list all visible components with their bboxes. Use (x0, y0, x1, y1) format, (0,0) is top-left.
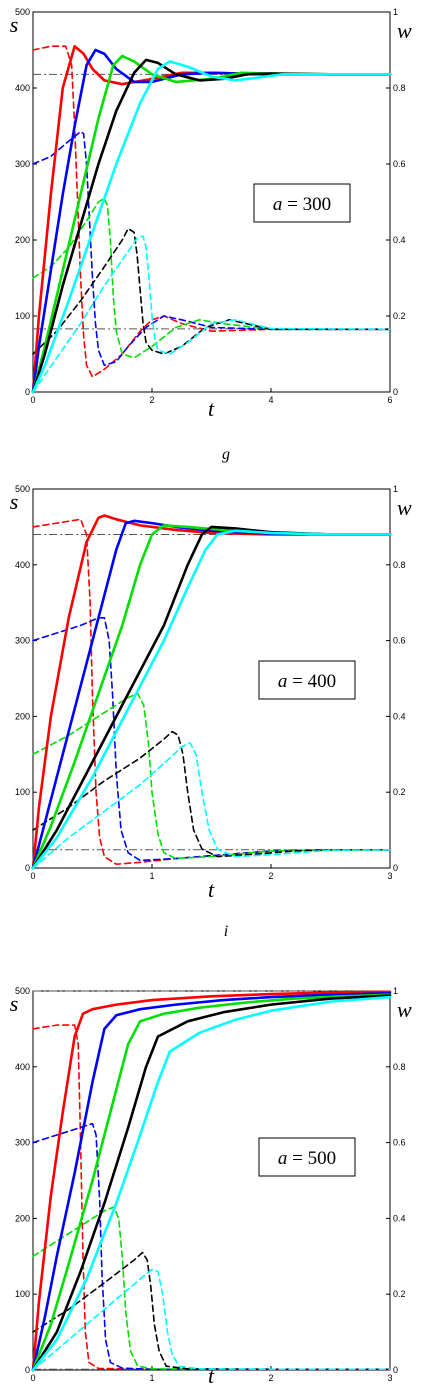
y-right-tick-label: 0.2 (393, 311, 406, 321)
series-black-solid (31, 58, 392, 394)
x-tick-label: 0 (30, 1373, 35, 1383)
series-black-dashed (32, 730, 391, 858)
y-left-tick-label: 100 (15, 311, 30, 321)
y-right-axis-label: w (397, 997, 412, 1022)
y-left-axis-label: s (10, 991, 19, 1016)
series-cyan-dashed (32, 1268, 391, 1371)
y-left-tick-label: 100 (15, 1289, 30, 1299)
y-left-tick-label: 300 (15, 636, 30, 646)
series-red-dashed (32, 45, 391, 378)
series-black-dashed (32, 227, 391, 355)
chart-panel: 0 100 200 300 400 500 0 0.2 0.4 0.6 0.8 1 0 1 2 3 s w t a =… (10, 484, 412, 940)
x-axis-label: t (208, 396, 215, 421)
x-tick-label: 2 (268, 1373, 273, 1383)
y-left-tick-label: 300 (15, 159, 30, 169)
y-left-tick-label: 500 (15, 484, 30, 494)
y-right-tick-label: 0.4 (393, 1213, 406, 1223)
plot-frame (32, 488, 391, 869)
x-tick-label: 3 (387, 871, 392, 881)
series-black-dashed (32, 1251, 391, 1371)
annotation-var: a (273, 194, 283, 215)
y-right-tick-label: 0.8 (393, 1062, 406, 1072)
series-green-solid (31, 993, 392, 1372)
y-right-tick-label: 1 (393, 986, 398, 996)
x-tick-label: 2 (268, 871, 273, 881)
series-green-solid (31, 54, 392, 394)
series-cyan-solid (31, 60, 392, 394)
x-tick-label: 6 (387, 395, 392, 405)
y-right-tick-label: 0 (393, 387, 398, 397)
y-right-tick-label: 0.2 (393, 787, 406, 797)
y-left-tick-label: 200 (15, 711, 30, 721)
y-right-tick-label: 0 (393, 863, 398, 873)
y-left-tick-label: 0 (25, 1365, 30, 1375)
series-cyan-solid (31, 995, 392, 1372)
series-black-solid (31, 994, 392, 1372)
y-right-axis-label: w (397, 495, 412, 520)
y-right-tick-label: 0.6 (393, 636, 406, 646)
x-tick-label: 2 (149, 395, 154, 405)
y-left-tick-label: 400 (15, 560, 30, 570)
y-right-axis-label: w (397, 18, 412, 43)
plot-frame (32, 990, 391, 1371)
y-left-tick-label: 500 (15, 986, 30, 996)
y-right-tick-label: 1 (393, 7, 398, 17)
series-blue-dashed (32, 617, 391, 862)
annotation-value: = 500 (287, 1148, 336, 1169)
chart-panel: 0 100 200 300 400 500 0 0.2 0.4 0.6 0.8 1 0 2 4 6 s w t a =… (10, 7, 412, 463)
x-tick-label: 0 (30, 871, 35, 881)
annotation-value: = 300 (282, 194, 331, 215)
y-left-axis-label: s (10, 12, 19, 37)
x-tick-label: 0 (30, 395, 35, 405)
x-axis-label: t (208, 877, 215, 902)
series-blue-solid (31, 991, 392, 1372)
annotation-var: a (278, 1148, 288, 1169)
series-cyan-dashed (32, 742, 391, 869)
y-left-tick-label: 0 (25, 387, 30, 397)
y-right-tick-label: 0.6 (393, 159, 406, 169)
y-left-tick-label: 400 (15, 1062, 30, 1072)
annotation-box (258, 1137, 356, 1177)
y-right-tick-label: 0 (393, 1365, 398, 1375)
y-left-tick-label: 300 (15, 1138, 30, 1148)
x-tick-label: 1 (149, 871, 154, 881)
chart-panel: 0 100 200 300 400 500 0 0.2 0.4 0.6 0.8 1 0 1 2 3 s w t a =… (10, 986, 412, 1385)
y-left-tick-label: 500 (15, 7, 30, 17)
panel-caption: i (224, 923, 228, 940)
series-cyan-dashed (32, 235, 391, 393)
x-tick-label: 1 (149, 1373, 154, 1383)
y-left-tick-label: 0 (25, 863, 30, 873)
annotation-value: = 400 (287, 671, 336, 692)
y-right-tick-label: 0.4 (393, 235, 406, 245)
y-left-tick-label: 200 (15, 235, 30, 245)
series-red-solid (31, 990, 392, 1372)
annotation-text: a = 300 (273, 194, 331, 215)
y-left-tick-label: 400 (15, 83, 30, 93)
series-green-dashed (32, 197, 391, 359)
y-right-tick-label: 0.8 (393, 560, 406, 570)
series-blue-dashed (32, 130, 391, 367)
annotation-var: a (278, 671, 288, 692)
y-left-tick-label: 100 (15, 787, 30, 797)
y-left-axis-label: s (10, 489, 19, 514)
x-tick-label: 4 (268, 395, 273, 405)
y-right-tick-label: 0.8 (393, 83, 406, 93)
annotation-text: a = 400 (278, 671, 336, 692)
plot-frame (32, 11, 391, 393)
annotation-box (253, 183, 351, 223)
annotation-text: a = 500 (278, 1148, 336, 1169)
y-left-tick-label: 200 (15, 1213, 30, 1223)
y-right-tick-label: 1 (393, 484, 398, 494)
y-right-tick-label: 0.2 (393, 1289, 406, 1299)
x-tick-label: 3 (387, 1373, 392, 1383)
series-green-dashed (32, 692, 391, 860)
y-right-tick-label: 0.4 (393, 711, 406, 721)
annotation-box (258, 660, 356, 700)
y-right-tick-label: 0.6 (393, 1138, 406, 1148)
series-cyan-solid (31, 529, 392, 870)
panel-caption: g (222, 446, 230, 463)
x-axis-label: t (208, 1363, 215, 1385)
